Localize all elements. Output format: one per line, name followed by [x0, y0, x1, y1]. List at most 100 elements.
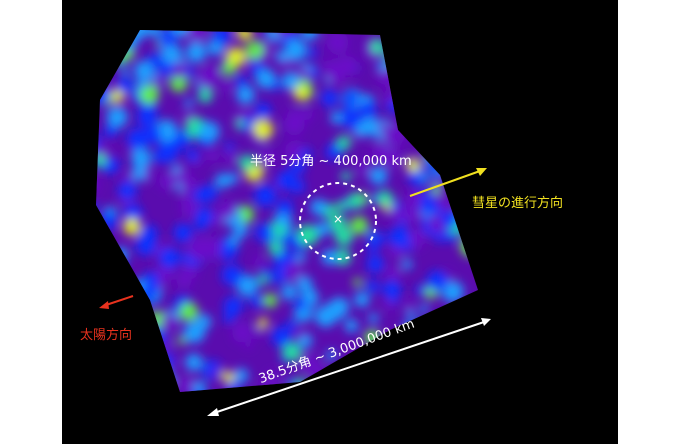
emission-blob	[415, 81, 430, 95]
emission-blob	[265, 30, 285, 42]
emission-blob	[372, 362, 389, 379]
emission-blob	[227, 172, 239, 184]
emission-blob	[419, 304, 429, 314]
emission-blob	[126, 30, 142, 44]
emission-blob	[114, 247, 129, 261]
emission-blob	[274, 30, 292, 37]
emission-blob	[405, 191, 422, 209]
emission-blob	[221, 264, 243, 286]
emission-blob	[414, 321, 427, 334]
emission-blob	[179, 302, 199, 322]
emission-blob	[270, 274, 280, 284]
emission-blob	[106, 106, 128, 128]
emission-blob	[245, 41, 264, 59]
emission-blob	[122, 385, 134, 392]
emission-blob	[368, 313, 379, 324]
emission-blob	[454, 376, 467, 388]
emission-blob	[287, 109, 302, 124]
emission-blob	[200, 236, 222, 259]
emission-blob	[118, 181, 137, 200]
emission-blob	[250, 294, 263, 308]
emission-blob	[105, 351, 122, 368]
emission-blob	[295, 328, 306, 339]
emission-blob	[334, 248, 351, 266]
emission-blob	[144, 349, 153, 358]
emission-blob	[330, 111, 344, 125]
emission-blob	[252, 326, 263, 338]
emission-blob	[383, 123, 406, 146]
emission-blob	[104, 124, 118, 138]
emission-blob	[263, 293, 278, 308]
emission-blob	[224, 142, 235, 152]
emission-blob	[186, 149, 199, 162]
emission-blob	[267, 371, 280, 384]
emission-blob	[179, 30, 192, 33]
emission-blob	[96, 176, 99, 192]
emission-blob	[139, 84, 159, 105]
emission-blob	[271, 326, 292, 347]
emission-blob	[426, 270, 448, 292]
emission-blob	[131, 165, 148, 181]
emission-blob	[468, 368, 478, 386]
emission-blob	[422, 126, 433, 137]
emission-blob	[198, 88, 213, 103]
emission-blob	[281, 72, 300, 91]
emission-blob	[457, 50, 474, 68]
emission-blob	[144, 365, 163, 384]
emission-blob	[96, 247, 110, 266]
emission-blob	[232, 323, 251, 343]
emission-blob	[284, 262, 303, 281]
emission-blob	[403, 366, 416, 379]
emission-blob	[310, 198, 327, 216]
emission-blob	[173, 223, 193, 243]
emission-blob	[132, 367, 148, 384]
emission-blob	[394, 367, 408, 381]
emission-blob	[397, 30, 417, 41]
emission-blob	[244, 340, 253, 349]
emission-blob	[340, 384, 359, 392]
emission-blob	[160, 386, 170, 392]
emission-blob	[177, 336, 187, 345]
emission-blob	[477, 371, 478, 390]
emission-blob	[171, 164, 181, 174]
emission-blob	[458, 123, 474, 140]
emission-blob	[277, 199, 294, 215]
emission-blob	[255, 223, 274, 242]
emission-blob	[160, 313, 178, 331]
emission-blob	[425, 348, 438, 362]
emission-blob	[457, 32, 468, 44]
emission-blob	[121, 67, 130, 76]
emission-blob	[476, 30, 478, 40]
emission-blob	[257, 274, 269, 285]
nucleus-marker: ×	[333, 212, 344, 226]
emission-blob	[218, 241, 238, 261]
emission-blob	[457, 308, 471, 322]
emission-blob	[281, 284, 297, 300]
emission-blob	[99, 392, 110, 403]
emission-blob	[341, 171, 351, 182]
emission-blob	[429, 352, 449, 372]
emission-blob	[464, 306, 477, 319]
emission-blob	[160, 43, 182, 64]
emission-blob	[301, 108, 314, 120]
emission-blob	[158, 61, 175, 77]
emission-blob	[387, 394, 397, 404]
emission-blob	[137, 107, 158, 128]
emission-blob	[199, 121, 220, 142]
emission-blob	[275, 50, 288, 63]
emission-blob	[448, 138, 458, 148]
emission-blob	[193, 380, 206, 392]
emission-blob	[96, 379, 115, 392]
emission-blob	[156, 352, 174, 370]
emission-blob	[294, 389, 305, 392]
emission-blob	[300, 30, 319, 41]
emission-blob	[260, 267, 270, 276]
emission-blob	[134, 60, 154, 80]
emission-blob	[416, 46, 434, 65]
emission-blob	[118, 45, 134, 62]
emission-blob	[384, 90, 397, 103]
emission-blob	[295, 67, 312, 84]
emission-blob	[359, 101, 377, 119]
emission-blob	[435, 375, 455, 392]
emission-blob	[180, 175, 197, 193]
